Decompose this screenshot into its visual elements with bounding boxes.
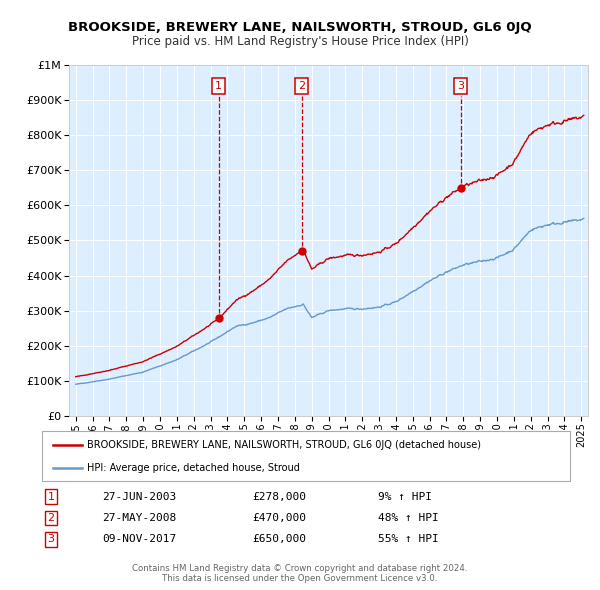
Text: HPI: Average price, detached house, Stroud: HPI: Average price, detached house, Stro… <box>87 463 300 473</box>
FancyBboxPatch shape <box>42 431 570 481</box>
Text: 09-NOV-2017: 09-NOV-2017 <box>102 535 176 544</box>
Text: BROOKSIDE, BREWERY LANE, NAILSWORTH, STROUD, GL6 0JQ (detached house): BROOKSIDE, BREWERY LANE, NAILSWORTH, STR… <box>87 440 481 450</box>
Text: 27-JUN-2003: 27-JUN-2003 <box>102 492 176 502</box>
Text: Contains HM Land Registry data © Crown copyright and database right 2024.
This d: Contains HM Land Registry data © Crown c… <box>132 563 468 583</box>
Text: Price paid vs. HM Land Registry's House Price Index (HPI): Price paid vs. HM Land Registry's House … <box>131 35 469 48</box>
Text: 3: 3 <box>47 535 55 544</box>
Text: 27-MAY-2008: 27-MAY-2008 <box>102 513 176 523</box>
Text: BROOKSIDE, BREWERY LANE, NAILSWORTH, STROUD, GL6 0JQ: BROOKSIDE, BREWERY LANE, NAILSWORTH, STR… <box>68 21 532 34</box>
Text: 2: 2 <box>298 81 305 91</box>
Text: 9% ↑ HPI: 9% ↑ HPI <box>378 492 432 502</box>
Text: £278,000: £278,000 <box>252 492 306 502</box>
Text: 48% ↑ HPI: 48% ↑ HPI <box>378 513 439 523</box>
Text: 1: 1 <box>47 492 55 502</box>
Text: £470,000: £470,000 <box>252 513 306 523</box>
Text: £650,000: £650,000 <box>252 535 306 544</box>
Text: 2: 2 <box>47 513 55 523</box>
Text: 55% ↑ HPI: 55% ↑ HPI <box>378 535 439 544</box>
Text: 1: 1 <box>215 81 222 91</box>
Text: 3: 3 <box>457 81 464 91</box>
